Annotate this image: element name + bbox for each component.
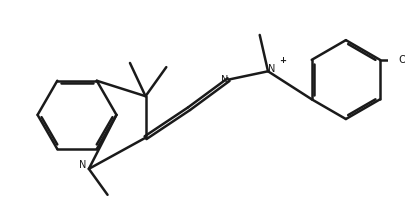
Text: O: O [398, 55, 405, 65]
Text: N: N [220, 75, 228, 85]
Text: +: + [278, 56, 286, 65]
Text: N: N [79, 160, 86, 170]
Text: N: N [268, 64, 275, 74]
